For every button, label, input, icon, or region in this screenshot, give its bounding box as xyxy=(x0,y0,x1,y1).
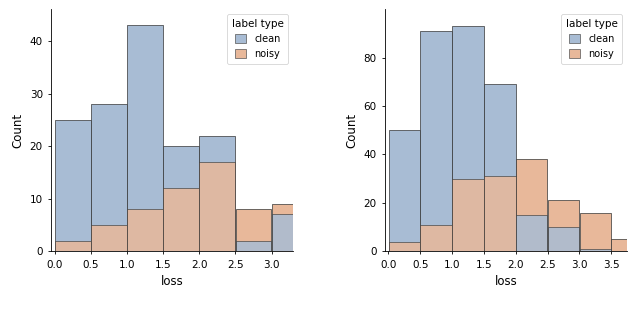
Bar xyxy=(272,214,307,251)
X-axis label: loss: loss xyxy=(495,275,518,288)
Bar xyxy=(548,200,579,251)
Legend: clean, noisy: clean, noisy xyxy=(561,14,622,64)
Bar xyxy=(611,239,640,251)
Bar xyxy=(127,25,163,251)
Bar xyxy=(548,227,579,251)
Bar xyxy=(236,209,271,251)
Bar xyxy=(236,241,271,251)
Bar xyxy=(91,104,127,251)
Bar xyxy=(55,120,91,251)
Bar xyxy=(200,162,236,251)
Bar xyxy=(516,159,547,251)
Bar xyxy=(272,204,307,251)
Y-axis label: Count: Count xyxy=(345,113,358,148)
Y-axis label: Count: Count xyxy=(11,113,24,148)
Bar xyxy=(55,241,91,251)
Legend: clean, noisy: clean, noisy xyxy=(227,14,289,64)
Bar xyxy=(452,179,484,251)
Bar xyxy=(484,176,516,251)
Bar xyxy=(580,213,611,251)
Bar xyxy=(200,136,236,251)
Bar xyxy=(580,249,611,251)
Bar xyxy=(163,188,199,251)
Bar xyxy=(516,215,547,251)
Bar xyxy=(388,241,420,251)
Bar xyxy=(420,225,452,251)
Bar xyxy=(420,31,452,251)
Bar xyxy=(163,146,199,251)
Bar xyxy=(127,209,163,251)
X-axis label: loss: loss xyxy=(161,275,184,288)
Bar xyxy=(91,225,127,251)
Bar xyxy=(388,130,420,251)
Bar xyxy=(452,26,484,251)
Bar xyxy=(484,84,516,251)
